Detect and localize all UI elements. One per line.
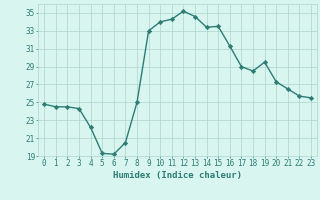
X-axis label: Humidex (Indice chaleur): Humidex (Indice chaleur) (113, 171, 242, 180)
